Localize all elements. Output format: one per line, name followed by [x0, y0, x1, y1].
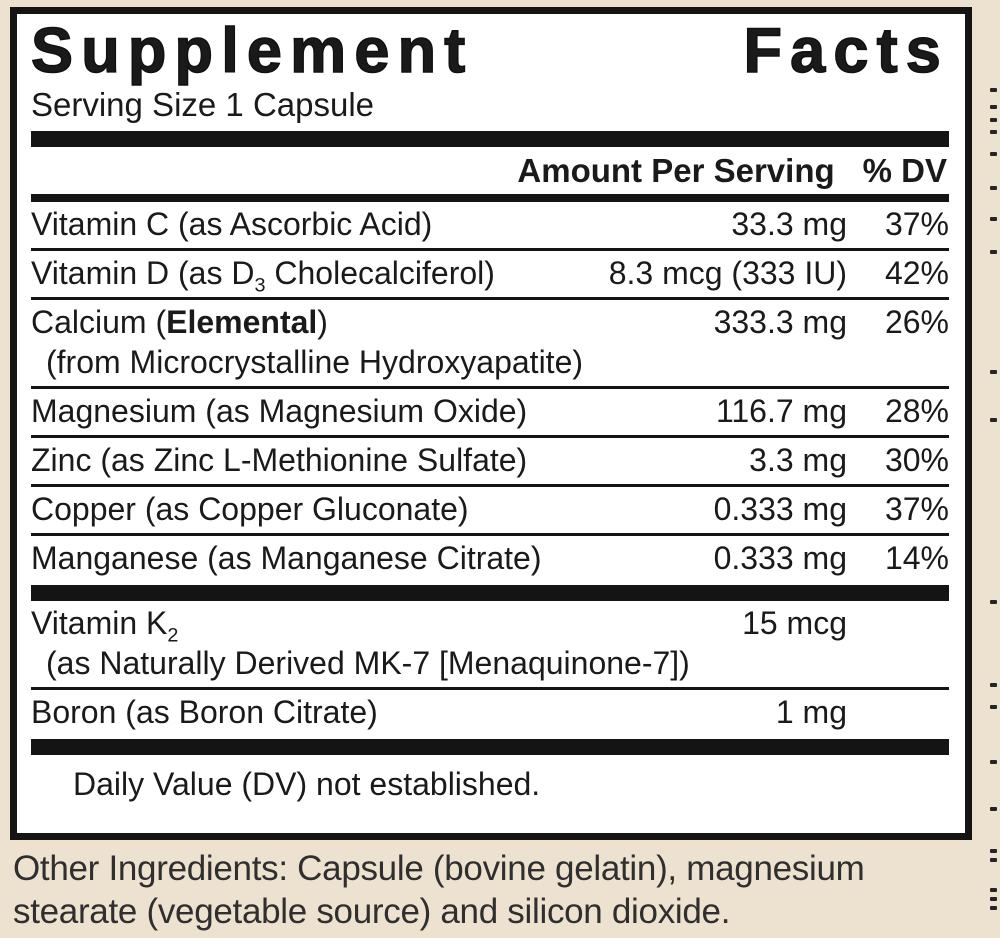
nutrient-dv: 37%: [884, 206, 949, 243]
nutrient-name: Manganese (as Manganese Citrate): [31, 540, 542, 577]
panel-title-word-supplement: Supplement: [30, 16, 474, 86]
divider-bar-under-header: [31, 194, 949, 203]
nutrient-amount: 333.3 mg: [713, 304, 847, 341]
edge-fragment-mark: [990, 760, 997, 764]
nutrient-dv: 37%: [884, 491, 949, 528]
table-row: Copper (as Copper Gluconate) 0.333 mg 37%: [31, 487, 949, 533]
divider-bar-top: [31, 131, 949, 148]
nutrient-dv: 30%: [884, 442, 949, 479]
table-row: Magnesium (as Magnesium Oxide) 116.7 mg 28…: [31, 389, 949, 435]
nutrient-dv: 42%: [884, 255, 949, 292]
nutrient-amount: 8.3 mcg (333 IU): [608, 255, 847, 292]
edge-fragment-mark: [990, 906, 997, 910]
panel-title: Supplement Facts: [30, 16, 949, 86]
row-divider: [31, 484, 949, 488]
nutrient-name-line2: (from Microcrystalline Hydroxyapatite): [46, 344, 584, 381]
header-amount-per-serving: Amount Per Serving: [517, 152, 835, 190]
row-divider: [31, 687, 949, 691]
table-row: Vitamin K2 15 mcg (as Naturally Derived MK…: [31, 601, 949, 687]
edge-fragment-mark: [990, 88, 997, 92]
serving-size-text: Serving Size 1 Capsule: [31, 86, 375, 124]
other-ingredients-line2: stearate (vegetable source) and silicon …: [13, 892, 731, 932]
row-divider: [31, 297, 949, 301]
panel-title-word-facts: Facts: [743, 16, 949, 86]
table-row: Manganese (as Manganese Citrate) 0.333 mg…: [31, 536, 949, 582]
table-header-row: Amount Per Serving % DV: [31, 147, 949, 194]
nutrient-amount: 0.333 mg: [713, 540, 847, 577]
nutrient-name: Copper (as Copper Gluconate): [31, 491, 469, 528]
row-divider: [31, 435, 949, 439]
table-row: Zinc (as Zinc L-Methionine Sulfate) 3.3 m…: [31, 438, 949, 484]
nutrient-name: Magnesium (as Magnesium Oxide): [31, 393, 528, 430]
nutrient-name-line2: (as Naturally Derived MK-7 [Menaquinone-…: [46, 645, 690, 682]
nutrient-name: Vitamin C (as Ascorbic Acid): [31, 206, 433, 243]
nutrient-name: Calcium (Elemental): [31, 304, 328, 341]
nutrient-amount: 0.333 mg: [713, 491, 847, 528]
edge-fragment-mark: [990, 152, 997, 156]
table-row: Calcium (Elemental) 333.3 mg 26% (from Micr…: [31, 300, 949, 386]
row-divider: [31, 248, 949, 252]
nutrient-dv: 26%: [884, 304, 949, 341]
supplement-facts-panel: Supplement Facts Serving Size 1 Capsule …: [10, 7, 972, 840]
edge-fragment-mark: [990, 705, 997, 709]
edge-fragment-mark: [990, 418, 997, 422]
edge-fragment-mark: [990, 118, 997, 122]
table-rows: Vitamin C (as Ascorbic Acid) 33.3 mg 37% Vi…: [31, 202, 949, 756]
edge-fragment-mark: [990, 888, 997, 892]
nutrient-name: Vitamin K2: [31, 605, 179, 647]
dv-footnote: Daily Value (DV) not established.: [73, 766, 541, 803]
edge-fragment-mark: [990, 849, 997, 853]
right-edge-text-fragments: [984, 0, 1000, 938]
nutrient-name: Zinc (as Zinc L-Methionine Sulfate): [31, 442, 528, 479]
nutrient-amount: 33.3 mg: [731, 206, 847, 243]
other-ingredients-text: Other Ingredients: Capsule (bovine gelat…: [13, 847, 997, 934]
edge-fragment-mark: [990, 683, 997, 687]
edge-fragment-mark: [990, 807, 997, 811]
row-divider: [31, 533, 949, 537]
edge-fragment-mark: [990, 370, 997, 374]
nutrient-amount: 3.3 mg: [749, 442, 847, 479]
nutrient-amount: 1 mg: [775, 694, 847, 731]
edge-fragment-mark: [990, 105, 997, 109]
edge-fragment-mark: [990, 186, 997, 190]
table-row: Vitamin D (as D3 Cholecalciferol) 8.3 mcg…: [31, 251, 949, 297]
row-divider: [31, 386, 949, 390]
table-row: Boron (as Boron Citrate) 1 mg: [31, 690, 949, 736]
other-ingredients-line1: Other Ingredients: Capsule (bovine gelat…: [13, 849, 865, 888]
nutrient-dv: 28%: [884, 393, 949, 430]
table-row: Vitamin C (as Ascorbic Acid) 33.3 mg 37%: [31, 202, 949, 248]
row-divider: [31, 739, 949, 756]
nutrient-amount: 116.7 mg: [715, 393, 847, 430]
edge-fragment-mark: [990, 858, 997, 862]
nutrient-amount: 15 mcg: [742, 605, 847, 642]
edge-fragment-mark: [990, 217, 997, 221]
edge-fragment-mark: [990, 897, 997, 901]
header-percent-dv: % DV: [862, 152, 947, 190]
nutrient-dv: 14%: [884, 540, 949, 577]
row-divider: [31, 585, 949, 602]
nutrient-name: Boron (as Boron Citrate): [31, 694, 378, 731]
edge-fragment-mark: [990, 130, 997, 134]
nutrient-name: Vitamin D (as D3 Cholecalciferol): [31, 255, 495, 297]
edge-fragment-mark: [990, 250, 997, 254]
edge-fragment-mark: [990, 600, 997, 604]
